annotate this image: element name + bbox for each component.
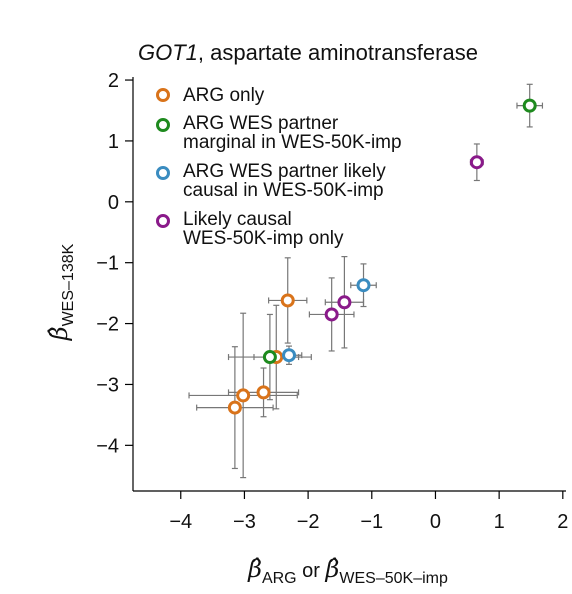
y-tick-label: −3 [96, 374, 119, 396]
data-point [262, 350, 277, 365]
y-axis-title-sub: WES–138K [60, 243, 77, 326]
y-axis-title: β̂WES–138K [45, 243, 77, 341]
legend-marker [156, 88, 170, 102]
legend-marker [156, 214, 170, 228]
chart-title-gene: GOT1 [138, 40, 198, 65]
legend-label: causal in WES-50K-imp [183, 180, 384, 201]
y-axis-title-symbol: β̂ [45, 326, 73, 341]
data-point [256, 385, 271, 400]
y-tick-label: −2 [96, 314, 119, 336]
legend-label: WES-50K-imp only [183, 228, 344, 249]
legend-label: ARG WES partner [183, 113, 339, 134]
y-tick-label: 2 [108, 70, 119, 92]
x-tick-label: −1 [360, 511, 383, 533]
legend-label: Likely causal [183, 209, 292, 230]
data-point [324, 307, 339, 322]
legend-label: ARG WES partner likely [183, 161, 386, 182]
x-axis-title-sub-2: WES–50K–imp [339, 570, 448, 587]
x-axis-title-symbol-1: β̂ [247, 555, 262, 583]
y-tick-label: −4 [96, 435, 119, 457]
y-tick-label: 1 [108, 131, 119, 153]
legend-marker [156, 166, 170, 180]
legend-label: marginal in WES-50K-imp [183, 132, 402, 153]
x-tick-label: 2 [557, 511, 568, 533]
x-axis-title-or: or [297, 560, 326, 582]
data-point [280, 293, 295, 308]
legend-label: ARG only [183, 85, 265, 106]
chart-title-rest: , aspartate aminotransferase [198, 40, 478, 65]
chart-title: GOT1, aspartate aminotransferase [138, 40, 478, 65]
data-point [227, 400, 242, 415]
x-tick-label: −2 [297, 511, 320, 533]
data-points [227, 98, 537, 415]
x-tick-label: −4 [169, 511, 192, 533]
x-tick-label: 1 [494, 511, 505, 533]
x-axis-title: β̂ARG or β̂WES–50K–imp [247, 555, 448, 587]
x-axis-title-symbol-2: β̂ [325, 555, 340, 583]
x-tick-label: −3 [233, 511, 256, 533]
data-point [522, 98, 537, 113]
x-axis-title-sub-1: ARG [262, 570, 297, 587]
legend-marker [156, 118, 170, 132]
svg-text:β̂WES–138K: β̂WES–138K [45, 243, 77, 341]
x-tick-label: 0 [430, 511, 441, 533]
data-point [356, 278, 371, 293]
data-point [236, 388, 251, 403]
data-point [469, 155, 484, 170]
data-point [337, 295, 352, 310]
y-tick-label: 0 [108, 192, 119, 214]
data-point [282, 348, 297, 363]
axes: −4 −3 −2 −1 0 1 2 −4 −3 −2 −1 0 1 2 [96, 70, 568, 533]
y-tick-label: −1 [96, 253, 119, 275]
